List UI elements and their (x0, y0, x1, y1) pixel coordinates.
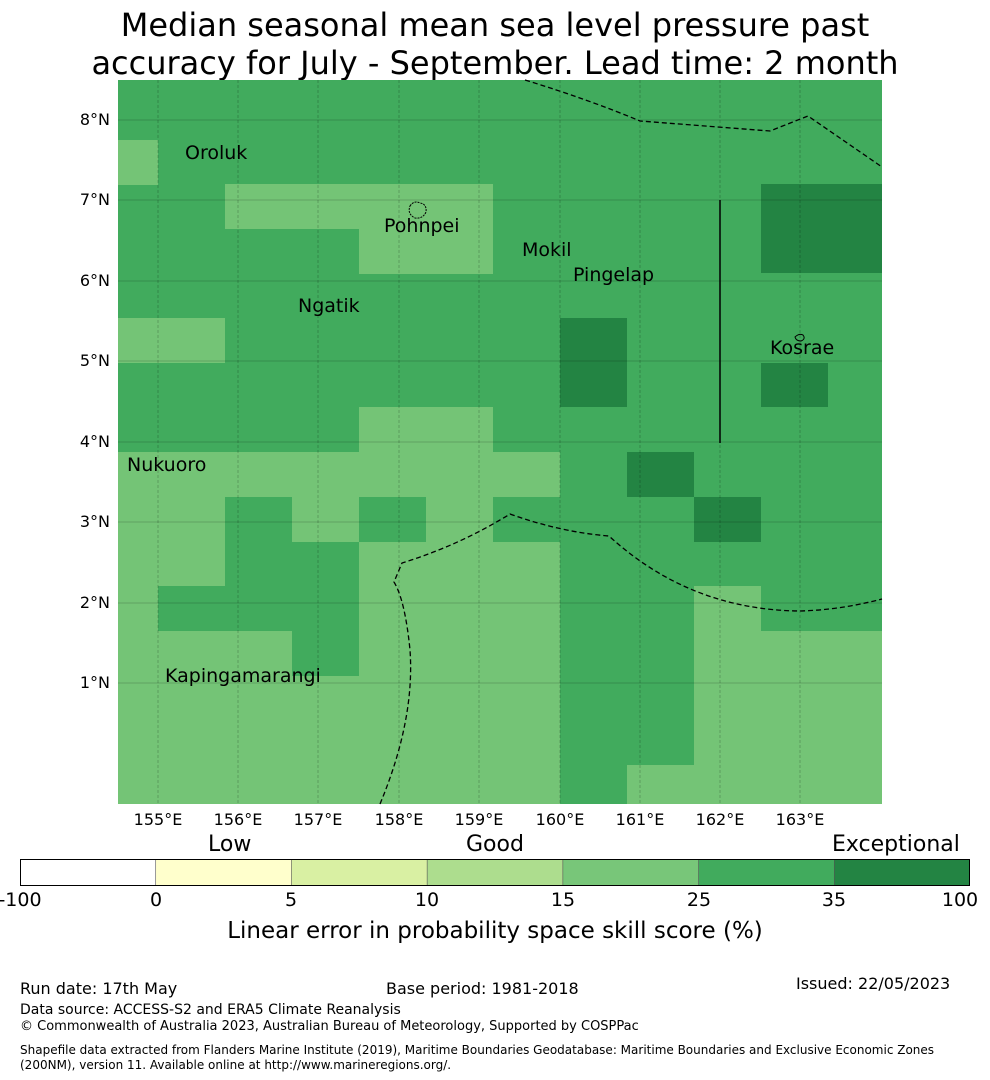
skill-cell (627, 765, 694, 804)
lat-label-2n: 2°N (79, 593, 110, 612)
skill-cell (694, 631, 882, 804)
lat-label-5n: 5°N (79, 351, 110, 370)
base-period: Base period: 1981-2018 (386, 979, 579, 998)
place-label-oroluk: Oroluk (185, 142, 248, 164)
skill-cell (761, 184, 882, 273)
skill-cell (118, 631, 292, 676)
colorbar-tick-15: 15 (550, 889, 576, 911)
colorbar-segment (698, 859, 836, 886)
place-label-ngatik: Ngatik (298, 295, 360, 317)
skill-cell (359, 229, 493, 274)
lon-label-160e: 160°E (535, 810, 585, 829)
colorbar (20, 859, 970, 886)
colorbar-segment (155, 859, 293, 886)
data-source: Data source: ACCESS-S2 and ERA5 Climate … (20, 1002, 401, 1018)
skill-cell (359, 407, 493, 452)
colorbar-tick-100: 100 (941, 889, 979, 911)
shapefile-credit-line2: (200NM), version 11. Available online at… (20, 1058, 452, 1072)
legend-category-good: Good (466, 832, 524, 857)
title-line-1: Median seasonal mean sea level pressure … (120, 6, 870, 44)
place-label-mokil: Mokil (522, 239, 572, 261)
skill-cell (694, 497, 761, 542)
skill-grid (118, 80, 882, 804)
legend-category-exceptional: Exceptional (832, 832, 960, 857)
place-label-kapingamarangi: Kapingamarangi (165, 665, 321, 687)
title-line-2: accuracy for July - September. Lead time… (91, 44, 899, 82)
colorbar-tick-minus100: -100 (0, 889, 42, 911)
place-label-pohnpei: Pohnpei (384, 215, 460, 237)
colorbar-tick-5: 5 (284, 889, 298, 911)
skill-cell (118, 318, 225, 363)
place-label-kosrae: Kosrae (770, 337, 835, 359)
skill-cell (426, 497, 493, 542)
copyright: © Commonwealth of Australia 2023, Austra… (20, 1019, 639, 1034)
colorbar-tick-10: 10 (414, 889, 440, 911)
legend-category-low: Low (208, 832, 252, 857)
lat-label-4n: 4°N (79, 432, 110, 451)
lon-label-159e: 159°E (454, 810, 504, 829)
skill-cell (118, 497, 225, 586)
lat-label-7n: 7°N (79, 190, 110, 209)
lon-label-161e: 161°E (615, 810, 665, 829)
colorbar-segment (291, 859, 428, 886)
lat-label-3n: 3°N (79, 512, 110, 531)
lon-label-162e: 162°E (695, 810, 745, 829)
skill-cell (292, 497, 359, 542)
skill-cell (118, 452, 560, 497)
lon-label-157e: 157°E (293, 810, 343, 829)
skill-cell (118, 676, 359, 804)
lat-label-1n: 1°N (79, 673, 110, 692)
colorbar-tick-0: 0 (149, 889, 163, 911)
skill-cell (761, 363, 828, 407)
skill-cell (359, 542, 560, 804)
colorbar-segment (20, 859, 157, 886)
run-date: Run date: 17th May (20, 979, 178, 998)
shapefile-credit-line1: Shapefile data extracted from Flanders M… (20, 1043, 935, 1057)
lat-label-8n: 8°N (79, 110, 110, 129)
latitude-lines (118, 119, 882, 684)
lon-label-158e: 158°E (374, 810, 424, 829)
colorbar-label: Linear error in probability space skill … (227, 918, 763, 944)
skill-cell (560, 318, 627, 407)
skill-cell (118, 140, 158, 185)
map-title: Median seasonal mean sea level pressure … (0, 6, 990, 82)
skill-cell (118, 586, 158, 631)
place-label-pingelap: Pingelap (573, 264, 655, 286)
colorbar-segment (426, 859, 564, 886)
place-label-nukuoro: Nukuoro (127, 454, 207, 476)
issued-date: Issued: 22/05/2023 (796, 974, 951, 993)
lat-label-6n: 6°N (79, 271, 110, 290)
lon-label-156e: 156°E (213, 810, 263, 829)
colorbar-segment (562, 859, 700, 886)
kosrae-island-shape (794, 333, 805, 342)
lon-label-155e: 155°E (133, 810, 183, 829)
colorbar-tick-25: 25 (686, 889, 712, 911)
skill-cell (225, 184, 493, 229)
eez-boundary-lines (379, 79, 883, 805)
lon-label-163e: 163°E (775, 810, 825, 829)
colorbar-tick-35: 35 (821, 889, 847, 911)
skill-cell (627, 452, 694, 497)
colorbar-segment (833, 859, 970, 886)
